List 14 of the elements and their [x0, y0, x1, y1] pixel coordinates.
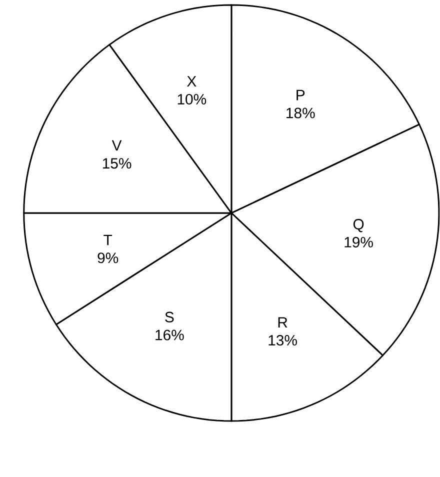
- slice-label: P: [296, 90, 305, 100]
- data-label: 16%: [156, 330, 184, 340]
- slice-label: T: [104, 234, 112, 246]
- slice-label: V: [112, 140, 122, 151]
- data-label: 19%: [344, 236, 374, 248]
- slice-label: Q: [354, 218, 364, 232]
- data-label: 10%: [178, 94, 206, 105]
- slice-label: X: [187, 76, 196, 86]
- slice-label: S: [165, 312, 174, 322]
- slice-label: R: [278, 317, 288, 328]
- data-label: 9%: [98, 252, 118, 264]
- data-label: 18%: [286, 108, 315, 118]
- data-label: 13%: [268, 334, 298, 346]
- data-label: 15%: [103, 158, 132, 169]
